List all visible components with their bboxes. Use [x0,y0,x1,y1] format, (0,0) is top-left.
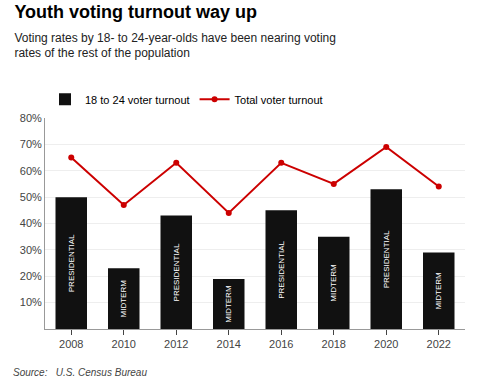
svg-text:Source: U.S. Census Bureau: Source: U.S. Census Bureau [13,367,147,378]
svg-text:80%: 80% [20,112,42,124]
svg-text:PRESIDENTIAL: PRESIDENTIAL [67,234,76,292]
svg-text:Total voter turnout: Total voter turnout [235,94,323,106]
svg-text:MIDTERM: MIDTERM [224,285,233,323]
svg-text:PRESIDENTIAL: PRESIDENTIAL [172,243,181,301]
svg-text:70%: 70% [20,138,42,150]
svg-text:60%: 60% [20,165,42,177]
svg-text:18 to 24 voter turnout: 18 to 24 voter turnout [85,94,190,106]
svg-text:2014: 2014 [217,338,241,350]
svg-text:Voting rates by 18- to 24-year: Voting rates by 18- to 24-year-olds have… [14,31,336,61]
svg-text:10%: 10% [20,296,42,308]
svg-text:2022: 2022 [427,338,451,350]
svg-text:2018: 2018 [322,338,346,350]
svg-text:2016: 2016 [269,338,293,350]
svg-text:MIDTERM: MIDTERM [434,272,443,310]
svg-text:MIDTERM: MIDTERM [329,264,338,302]
svg-text:2008: 2008 [59,338,83,350]
svg-text:50%: 50% [20,191,42,203]
svg-text:PRESIDENTIAL: PRESIDENTIAL [382,230,391,288]
svg-text:MIDTERM: MIDTERM [119,280,128,318]
svg-text:2012: 2012 [164,338,188,350]
svg-text:40%: 40% [20,217,42,229]
svg-text:PRESIDENTIAL: PRESIDENTIAL [277,240,286,298]
svg-text:20%: 20% [20,270,42,282]
svg-text:Youth voting turnout way up: Youth voting turnout way up [14,2,257,22]
svg-text:30%: 30% [20,244,42,256]
svg-text:2010: 2010 [112,338,136,350]
svg-text:2020: 2020 [374,338,398,350]
